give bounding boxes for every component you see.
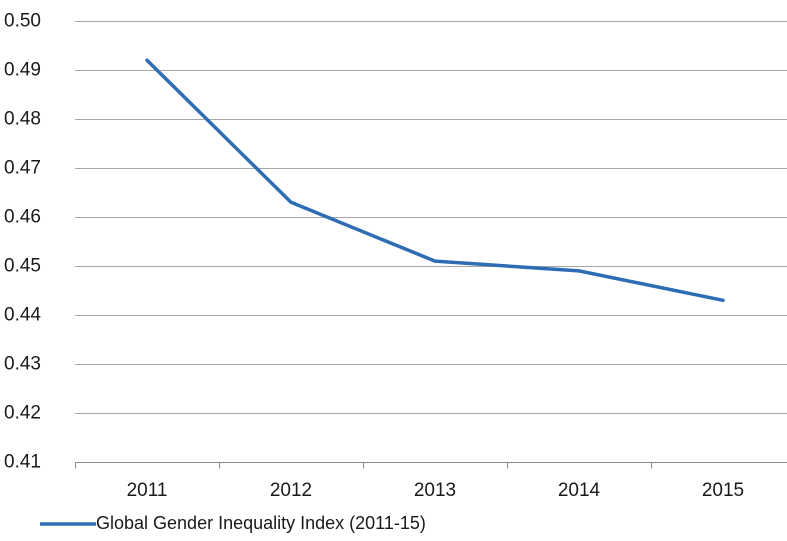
series-line [145,58,725,303]
y-tick-label: 0.44 [4,305,41,326]
x-tick-label: 2015 [702,480,744,501]
x-tick-label: 2013 [414,480,456,501]
y-axis: 0.50 0.49 0.48 0.47 0.46 0.45 0.44 0.43 0.42 0.41 [4,11,41,473]
y-tick-label: 0.46 [4,207,41,228]
y-tick-label: 0.43 [4,354,41,375]
y-tick-label: 0.42 [4,403,41,424]
x-tick-label: 2012 [270,480,312,501]
gridlines [75,21,787,414]
y-tick-label: 0.48 [4,109,41,130]
y-tick-label: 0.49 [4,60,41,81]
legend: Global Gender Inequality Index (2011-15) [40,513,426,533]
y-tick-label: 0.50 [4,11,41,32]
y-tick-label: 0.45 [4,256,41,277]
x-tick-label: 2011 [127,480,168,501]
y-tick-label: 0.41 [4,452,41,473]
series-layer [145,58,725,303]
legend-label: Global Gender Inequality Index (2011-15) [96,513,426,533]
x-axis: 2011 2012 2013 2014 2015 [75,462,787,501]
x-tick-label: 2014 [558,480,601,501]
y-tick-label: 0.47 [4,158,41,179]
